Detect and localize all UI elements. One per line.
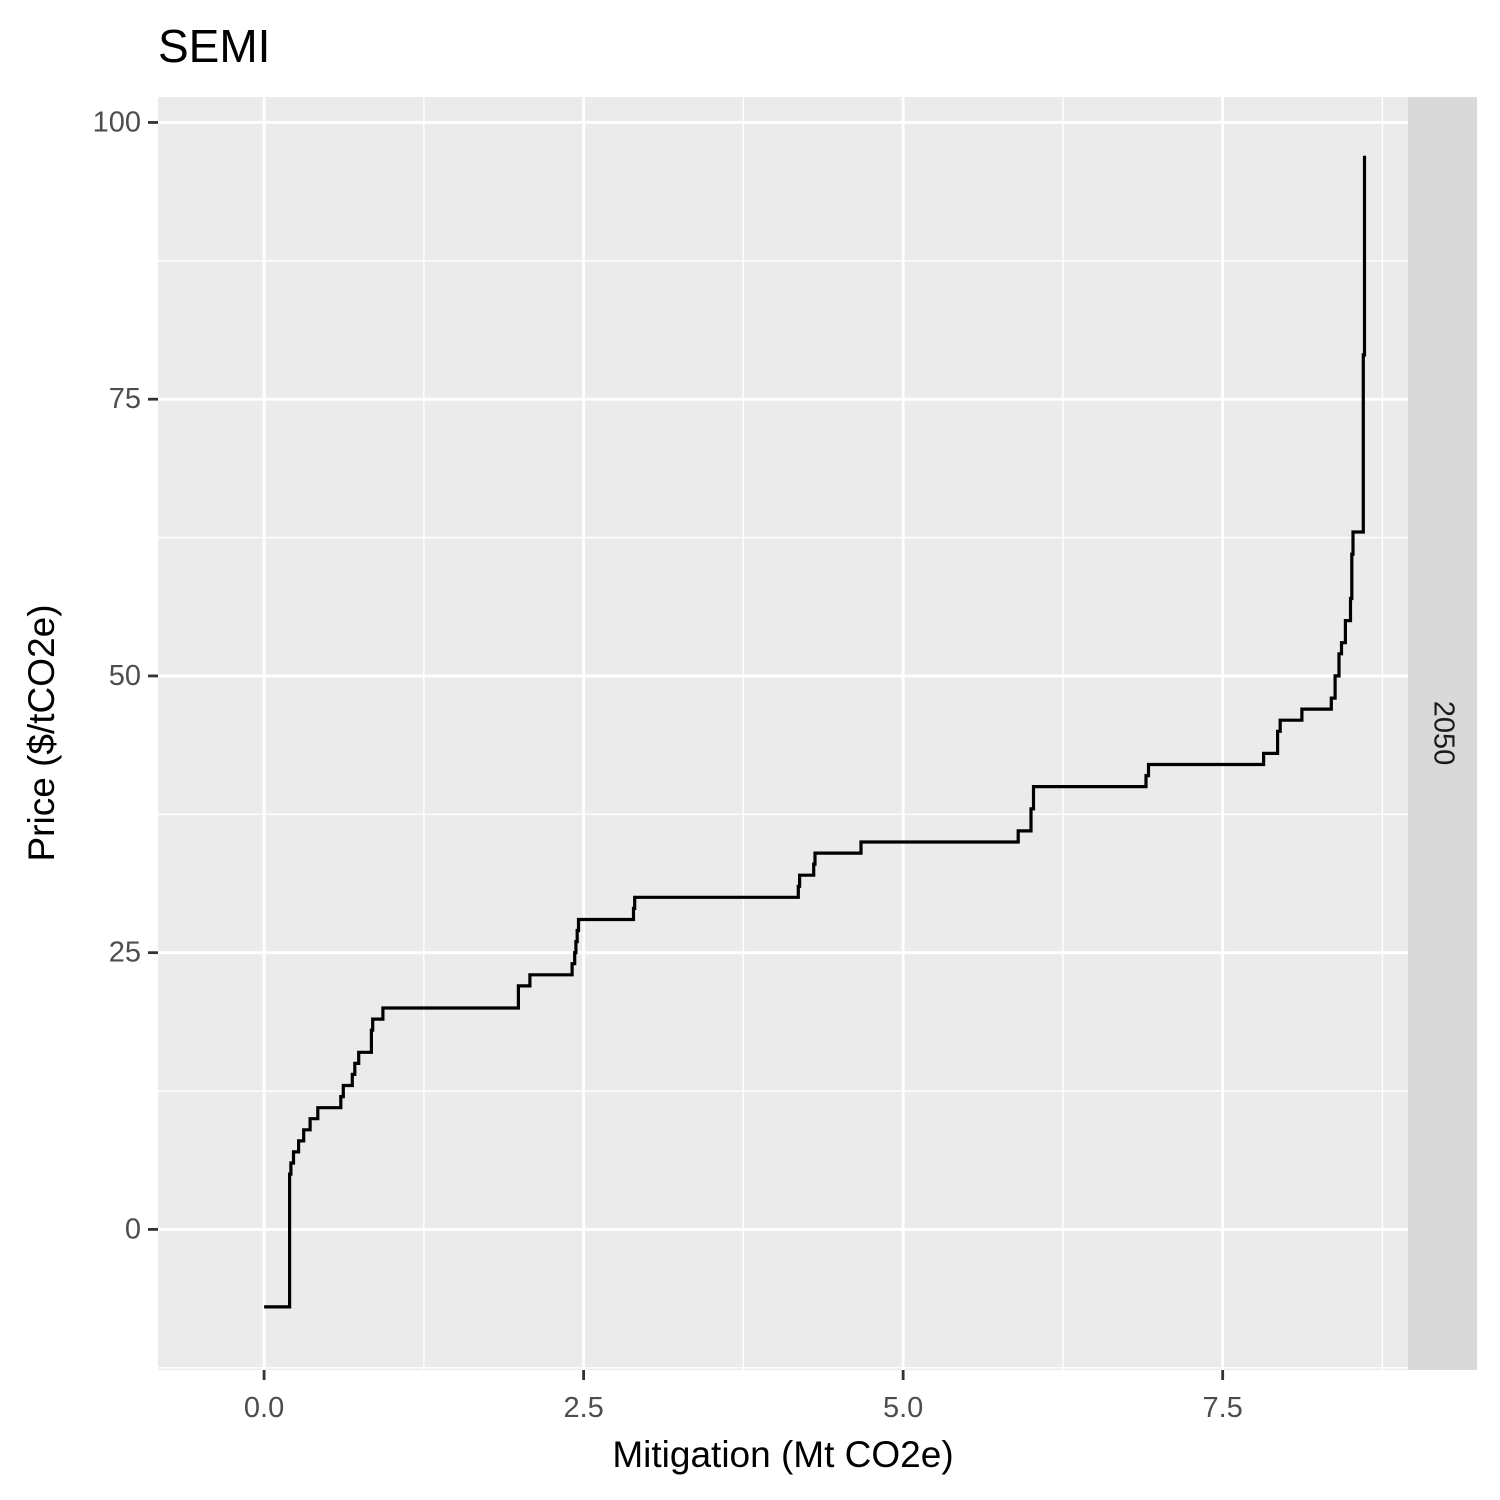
y-axis: 0 25 50 75 100: [93, 106, 158, 1245]
x-tick-label: 0.0: [244, 1392, 284, 1424]
facet-strip: [1408, 97, 1477, 1370]
series-line: [264, 155, 1367, 1309]
y-axis-title: Price ($/tCO2e): [21, 604, 62, 861]
minor-gridlines: [158, 97, 1408, 1370]
y-tick-label: 100: [93, 106, 141, 138]
facet-strip-label: 2050: [1427, 701, 1459, 766]
x-axis-title: Mitigation (Mt CO2e): [612, 1434, 953, 1475]
y-tick-label: 50: [109, 660, 141, 692]
x-tick-label: 2.5: [563, 1392, 603, 1424]
plot-panel: [158, 97, 1408, 1370]
y-tick-label: 75: [109, 383, 141, 415]
x-tick-label: 7.5: [1203, 1392, 1243, 1424]
x-axis: 0.0 2.5 5.0 7.5: [244, 1370, 1243, 1424]
major-gridlines: [158, 97, 1408, 1370]
y-tick-label: 0: [125, 1213, 141, 1245]
x-tick-label: 5.0: [883, 1392, 923, 1424]
chart-title: SEMI: [158, 20, 270, 72]
y-tick-label: 25: [109, 937, 141, 969]
